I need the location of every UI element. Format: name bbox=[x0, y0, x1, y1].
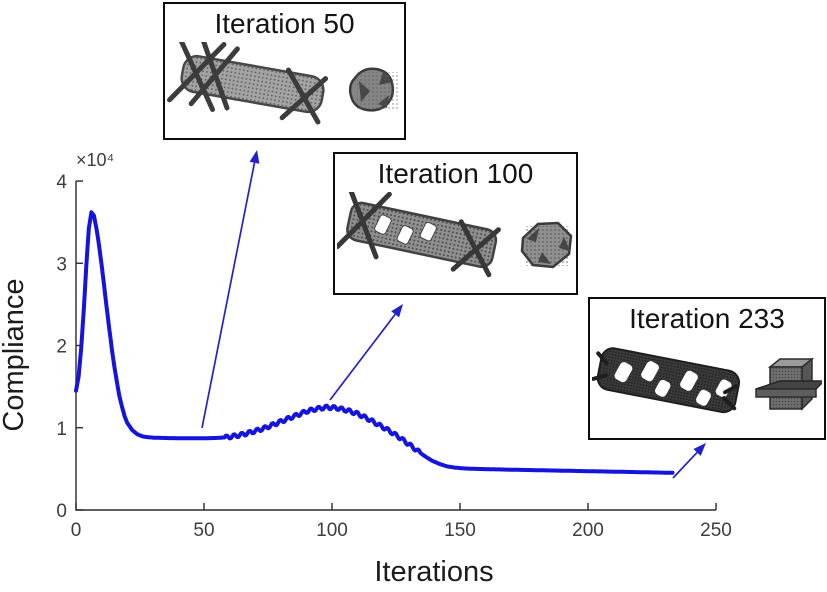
y-tick-label: 0 bbox=[56, 501, 67, 522]
x-tick-label: 250 bbox=[700, 520, 732, 541]
y-tick-label: 4 bbox=[56, 172, 67, 193]
x-tick-label: 200 bbox=[572, 520, 604, 541]
inset-title-100: Iteration 100 bbox=[377, 158, 534, 189]
y-axis-scale-label: ×10⁴ bbox=[76, 150, 115, 170]
annotation-arrowhead bbox=[693, 443, 706, 456]
x-axis-label: Iterations bbox=[374, 556, 494, 588]
annotation-arrow-line bbox=[201, 162, 256, 429]
y-axis-label: Compliance bbox=[0, 278, 30, 432]
inset-title-233: Iteration 233 bbox=[629, 303, 785, 334]
t-bracket-233-image bbox=[755, 357, 822, 411]
y-tick-label: 2 bbox=[56, 337, 67, 358]
annotation-arrowhead bbox=[249, 150, 260, 164]
iteration-233-structures-image bbox=[592, 347, 822, 413]
inset-iteration-100: Iteration 100 bbox=[333, 152, 578, 295]
compliance-curve bbox=[74, 210, 675, 475]
inset-iteration-50: Iteration 50 bbox=[163, 2, 406, 140]
annotation-arrow-line bbox=[672, 451, 698, 479]
iteration-100-structures-image bbox=[337, 191, 573, 277]
lattice-beam-50-image bbox=[167, 41, 329, 125]
lattice-beam-233-image bbox=[592, 347, 741, 413]
x-tick-label: 100 bbox=[316, 520, 348, 541]
x-tick-label: 150 bbox=[444, 520, 476, 541]
annotation-arrow-line bbox=[329, 313, 396, 401]
annotation-arrowhead bbox=[391, 304, 403, 318]
inset-iteration-233: Iteration 233 bbox=[588, 297, 826, 440]
inset-title-50: Iteration 50 bbox=[214, 8, 355, 39]
lattice-beam-100-image bbox=[337, 191, 501, 277]
y-tick-label: 3 bbox=[56, 254, 67, 275]
x-tick-label: 50 bbox=[193, 520, 214, 541]
y-tick-label: 1 bbox=[56, 419, 67, 440]
x-tick-label: 0 bbox=[71, 520, 82, 541]
node-blob-50-image bbox=[348, 67, 399, 112]
iteration-50-structures-image bbox=[167, 41, 399, 125]
node-blob-100-image bbox=[520, 221, 573, 269]
